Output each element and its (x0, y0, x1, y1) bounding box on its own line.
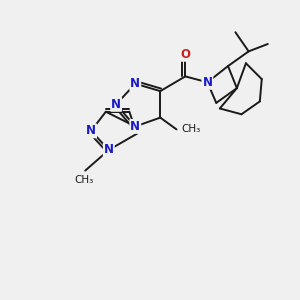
Text: N: N (130, 77, 140, 90)
Text: N: N (111, 98, 121, 111)
Text: CH₃: CH₃ (74, 175, 93, 185)
Text: O: O (180, 48, 190, 61)
Text: N: N (104, 143, 114, 157)
Text: CH₃: CH₃ (182, 124, 201, 134)
Text: N: N (130, 120, 140, 133)
Text: N: N (202, 76, 212, 89)
Text: N: N (86, 124, 96, 137)
